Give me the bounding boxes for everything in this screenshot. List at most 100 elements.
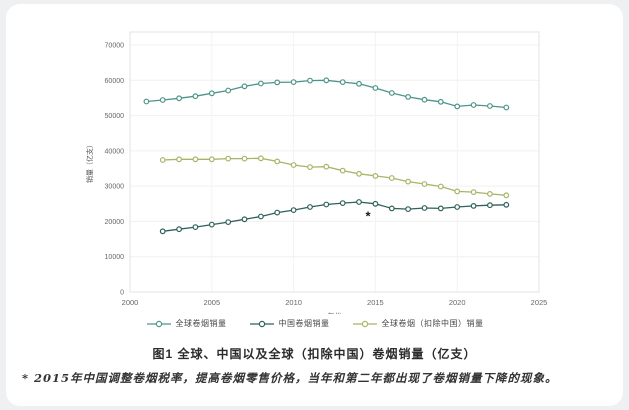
data-point <box>388 175 395 181</box>
data-point <box>208 156 215 163</box>
data-point <box>241 155 248 162</box>
data-point <box>372 172 379 179</box>
data-point <box>192 93 199 100</box>
y-tick-label: 0 <box>120 290 124 297</box>
data-point <box>323 163 330 170</box>
data-point <box>192 156 199 163</box>
data-point <box>339 167 346 174</box>
data-point <box>208 90 215 97</box>
legend-label: 全球卷烟销量 <box>175 319 227 328</box>
legend-marker-icon <box>352 320 377 327</box>
data-point <box>257 155 264 162</box>
data-point <box>176 226 182 233</box>
data-point <box>503 192 510 199</box>
data-point <box>470 189 477 196</box>
x-tick-label: 2020 <box>449 298 466 307</box>
data-point <box>159 97 166 103</box>
data-point <box>437 205 444 212</box>
series-line-1 <box>162 201 507 232</box>
data-point <box>421 96 428 103</box>
y-tick-label: 40000 <box>105 148 125 155</box>
y-tick-label: 50000 <box>105 113 125 120</box>
y-axis-title: 销量（亿支） <box>85 141 94 183</box>
data-point <box>241 83 248 90</box>
y-tick-label: 10000 <box>105 254 125 261</box>
data-point <box>454 188 461 195</box>
data-point <box>487 103 493 109</box>
data-point <box>323 77 330 84</box>
data-point <box>437 183 444 190</box>
data-point <box>241 216 248 223</box>
x-tick-label: 2005 <box>203 298 220 307</box>
data-point <box>307 204 313 210</box>
data-point <box>503 104 510 111</box>
data-point <box>257 213 264 220</box>
data-point <box>159 157 166 163</box>
data-point <box>339 79 346 85</box>
data-point <box>290 207 297 214</box>
legend-item-china: 中国卷烟销量 <box>249 318 330 329</box>
data-point <box>274 79 281 86</box>
y-tick-label: 20000 <box>105 219 125 226</box>
data-point <box>372 200 379 207</box>
chart-title: 图1 全球、中国以及全球（扣除中国）卷烟销量（亿支） <box>152 347 477 361</box>
data-point <box>388 205 395 212</box>
data-point <box>257 80 264 87</box>
y-tick-label: 60000 <box>105 78 125 85</box>
data-point <box>208 221 215 228</box>
line-chart: 0 10000 20000 30000 40000 50000 60000 70000 2000… <box>85 31 548 314</box>
data-point <box>192 224 199 231</box>
data-point <box>323 201 330 208</box>
chart-legend: 全球卷烟销量 中国卷烟销量 全球卷烟（扣除中国）销量 <box>6 318 623 329</box>
series-line-0 <box>146 79 507 109</box>
data-point <box>503 201 510 208</box>
plot-border <box>129 31 540 293</box>
data-point <box>372 85 379 91</box>
data-point <box>225 87 232 94</box>
data-point <box>356 80 362 87</box>
legend-item-global: 全球卷烟销量 <box>146 318 227 329</box>
data-point <box>356 199 362 205</box>
chart-card: 0 10000 20000 30000 40000 50000 60000 70000 2000… <box>6 4 623 406</box>
data-point <box>225 219 232 226</box>
data-point <box>437 98 444 105</box>
x-tick-label: 2025 <box>531 298 548 307</box>
series-markers-0 <box>143 77 510 111</box>
data-point <box>487 202 493 209</box>
data-point <box>290 79 297 85</box>
x-tick-label: 2010 <box>285 298 302 307</box>
series-line-2 <box>162 157 507 196</box>
x-tick-label: 2015 <box>367 298 384 307</box>
data-point <box>159 228 166 235</box>
legend-label: 全球卷烟（扣除中国）销量 <box>381 319 484 328</box>
data-point <box>356 170 362 177</box>
data-point <box>421 205 428 211</box>
data-point <box>274 209 281 216</box>
data-point <box>470 202 477 209</box>
data-point <box>143 98 150 105</box>
data-point <box>421 181 428 187</box>
data-point <box>290 162 297 168</box>
legend-marker-icon <box>146 320 171 327</box>
data-point <box>405 206 412 213</box>
y-tick-label: 70000 <box>105 43 125 50</box>
y-tick-label: 30000 <box>105 184 125 191</box>
legend-label: 中国卷烟销量 <box>278 319 330 328</box>
data-point <box>405 178 412 185</box>
data-point <box>487 190 493 197</box>
x-tick-label: 2000 <box>122 298 139 307</box>
data-point <box>307 77 313 84</box>
annotation-asterisk: * <box>366 208 372 223</box>
data-point <box>388 90 395 96</box>
data-point <box>470 102 477 108</box>
data-point <box>274 158 281 165</box>
chart-footnote: * 2015年中国调整卷烟税率，提高卷烟零售价格，当年和第二年都出现了卷烟销量下… <box>22 371 558 385</box>
data-point <box>176 95 182 102</box>
series-markers-2 <box>159 155 510 199</box>
legend-item-global-ex-china: 全球卷烟（扣除中国）销量 <box>352 318 484 329</box>
series-markers-1 <box>159 199 510 235</box>
data-point <box>225 155 232 162</box>
legend-marker-icon <box>249 320 274 327</box>
data-point <box>339 200 346 207</box>
data-point <box>454 103 461 110</box>
